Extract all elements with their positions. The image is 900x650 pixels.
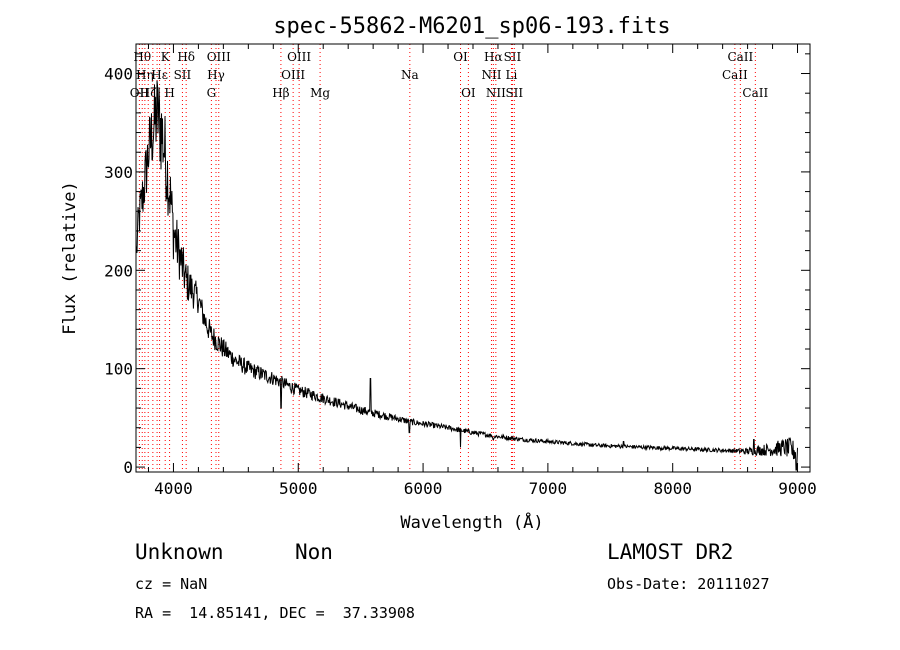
x-tick-label: 5000 xyxy=(279,479,318,498)
class-label: Unknown xyxy=(135,540,224,564)
line-marker-label: Na xyxy=(401,68,419,82)
line-marker-label: Hδ xyxy=(177,50,195,64)
obs-date-text: Obs-Date: 20111027 xyxy=(607,575,770,593)
line-marker-label: Mg xyxy=(310,86,330,100)
line-marker-label: SII xyxy=(505,86,523,100)
line-marker-label: CaII xyxy=(727,50,753,64)
line-marker-label: H xyxy=(164,86,174,100)
line-marker-label: Hγ xyxy=(207,68,225,82)
y-tick-label: 300 xyxy=(104,163,133,182)
line-marker-label: K xyxy=(161,50,171,64)
x-tick-label: 6000 xyxy=(404,479,443,498)
line-marker-label: CaII xyxy=(722,68,748,82)
line-marker-label: Hβ xyxy=(272,86,289,100)
line-marker-label: Li xyxy=(506,68,518,82)
x-tick-label: 8000 xyxy=(653,479,692,498)
x-axis-label: Wavelength (Å) xyxy=(400,511,543,533)
line-marker-label: OI xyxy=(453,50,468,64)
line-marker-label: Hε xyxy=(151,68,168,82)
line-marker-label: OIII xyxy=(207,50,231,64)
line-marker-label: SII xyxy=(174,68,192,82)
subclass-label: Non xyxy=(295,540,333,564)
y-tick-label: 0 xyxy=(123,458,133,477)
line-marker-label: OIII xyxy=(287,50,311,64)
survey-label: LAMOST DR2 xyxy=(607,540,734,564)
line-marker-label: G xyxy=(207,86,217,100)
y-tick-label: 100 xyxy=(104,360,133,379)
line-marker-label: NII xyxy=(486,86,506,100)
line-marker-label: SII xyxy=(504,50,522,64)
y-tick-label: 400 xyxy=(104,65,133,84)
redshift-text: cz = NaN xyxy=(135,575,208,593)
y-tick-label: 200 xyxy=(104,261,133,280)
plot-frame xyxy=(135,43,811,473)
x-tick-label: 7000 xyxy=(529,479,568,498)
y-axis-label: Flux (relative) xyxy=(60,181,80,335)
coordinates-text: RA = 14.85141, DEC = 37.33908 xyxy=(135,604,415,622)
chart-title: spec-55862-M6201_sp06-193.fits xyxy=(273,14,670,39)
line-marker-label: OIII xyxy=(281,68,305,82)
plot-area: OIIHθHηHζHεKHSIIHδGHγOIIIHβOIIIOIIIMgNaO… xyxy=(104,43,817,498)
spectrum-series xyxy=(136,80,798,471)
line-marker-label: NII xyxy=(481,68,501,82)
line-marker-label: Hη xyxy=(136,68,154,82)
x-tick-label: 4000 xyxy=(154,479,193,498)
line-marker-label: OI xyxy=(461,86,476,100)
line-marker-label: Hα xyxy=(484,50,503,64)
line-marker-label: CaII xyxy=(742,86,768,100)
x-tick-label: 9000 xyxy=(778,479,817,498)
